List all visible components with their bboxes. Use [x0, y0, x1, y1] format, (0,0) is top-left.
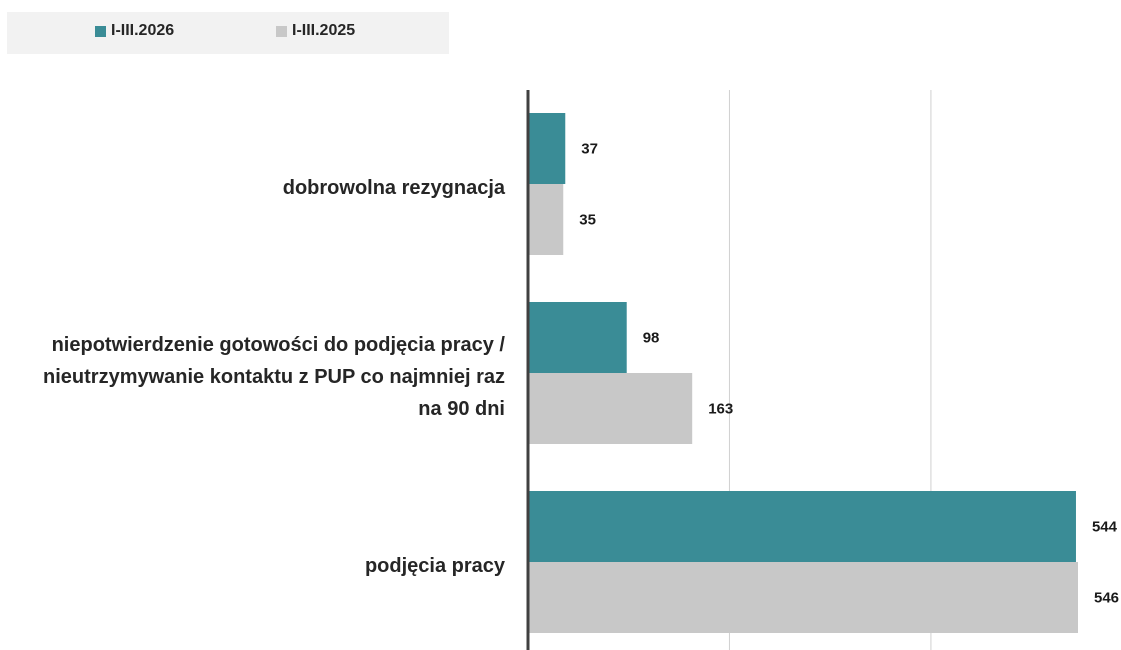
- value-label-cat2-series2: 163: [708, 401, 733, 418]
- legend-item-series-1: I-III.2026: [95, 22, 174, 40]
- bar-cat2-series2: [528, 373, 693, 444]
- legend-swatch-series-1: [95, 25, 106, 37]
- value-label-cat2-series1: 98: [643, 330, 660, 347]
- bar-cat3-series1: [528, 491, 1076, 562]
- chart-legend: I-III.2026 I-III.2025: [7, 12, 449, 54]
- legend-label-series-2: I-III.2025: [292, 22, 356, 39]
- bar-cat1-series1: [528, 113, 566, 184]
- value-label-cat1-series2: 35: [579, 212, 596, 229]
- value-label-cat3-series2: 546: [1094, 590, 1119, 607]
- legend-swatch-series-2: [276, 25, 287, 37]
- value-label-cat3-series1: 544: [1092, 519, 1118, 536]
- category-label-1-line-1: dobrowolna rezygnacja: [283, 177, 506, 199]
- category-label-2-line-2: nieutrzymywanie kontaktu z PUP co najmni…: [43, 366, 505, 388]
- legend-item-series-2: I-III.2025: [276, 22, 355, 40]
- category-label-3-line-1: podjęcia pracy: [365, 555, 506, 577]
- bar-cat3-series2: [528, 562, 1078, 633]
- legend-label-series-1: I-III.2026: [111, 22, 175, 39]
- category-label-2-line-3: na 90 dni: [418, 398, 505, 420]
- bar-cat2-series1: [528, 302, 627, 373]
- category-label-2-line-1: niepotwierdzenie gotowości do podjęcia p…: [52, 334, 506, 356]
- bar-cat1-series2: [528, 184, 564, 255]
- value-label-cat1-series1: 37: [581, 141, 598, 158]
